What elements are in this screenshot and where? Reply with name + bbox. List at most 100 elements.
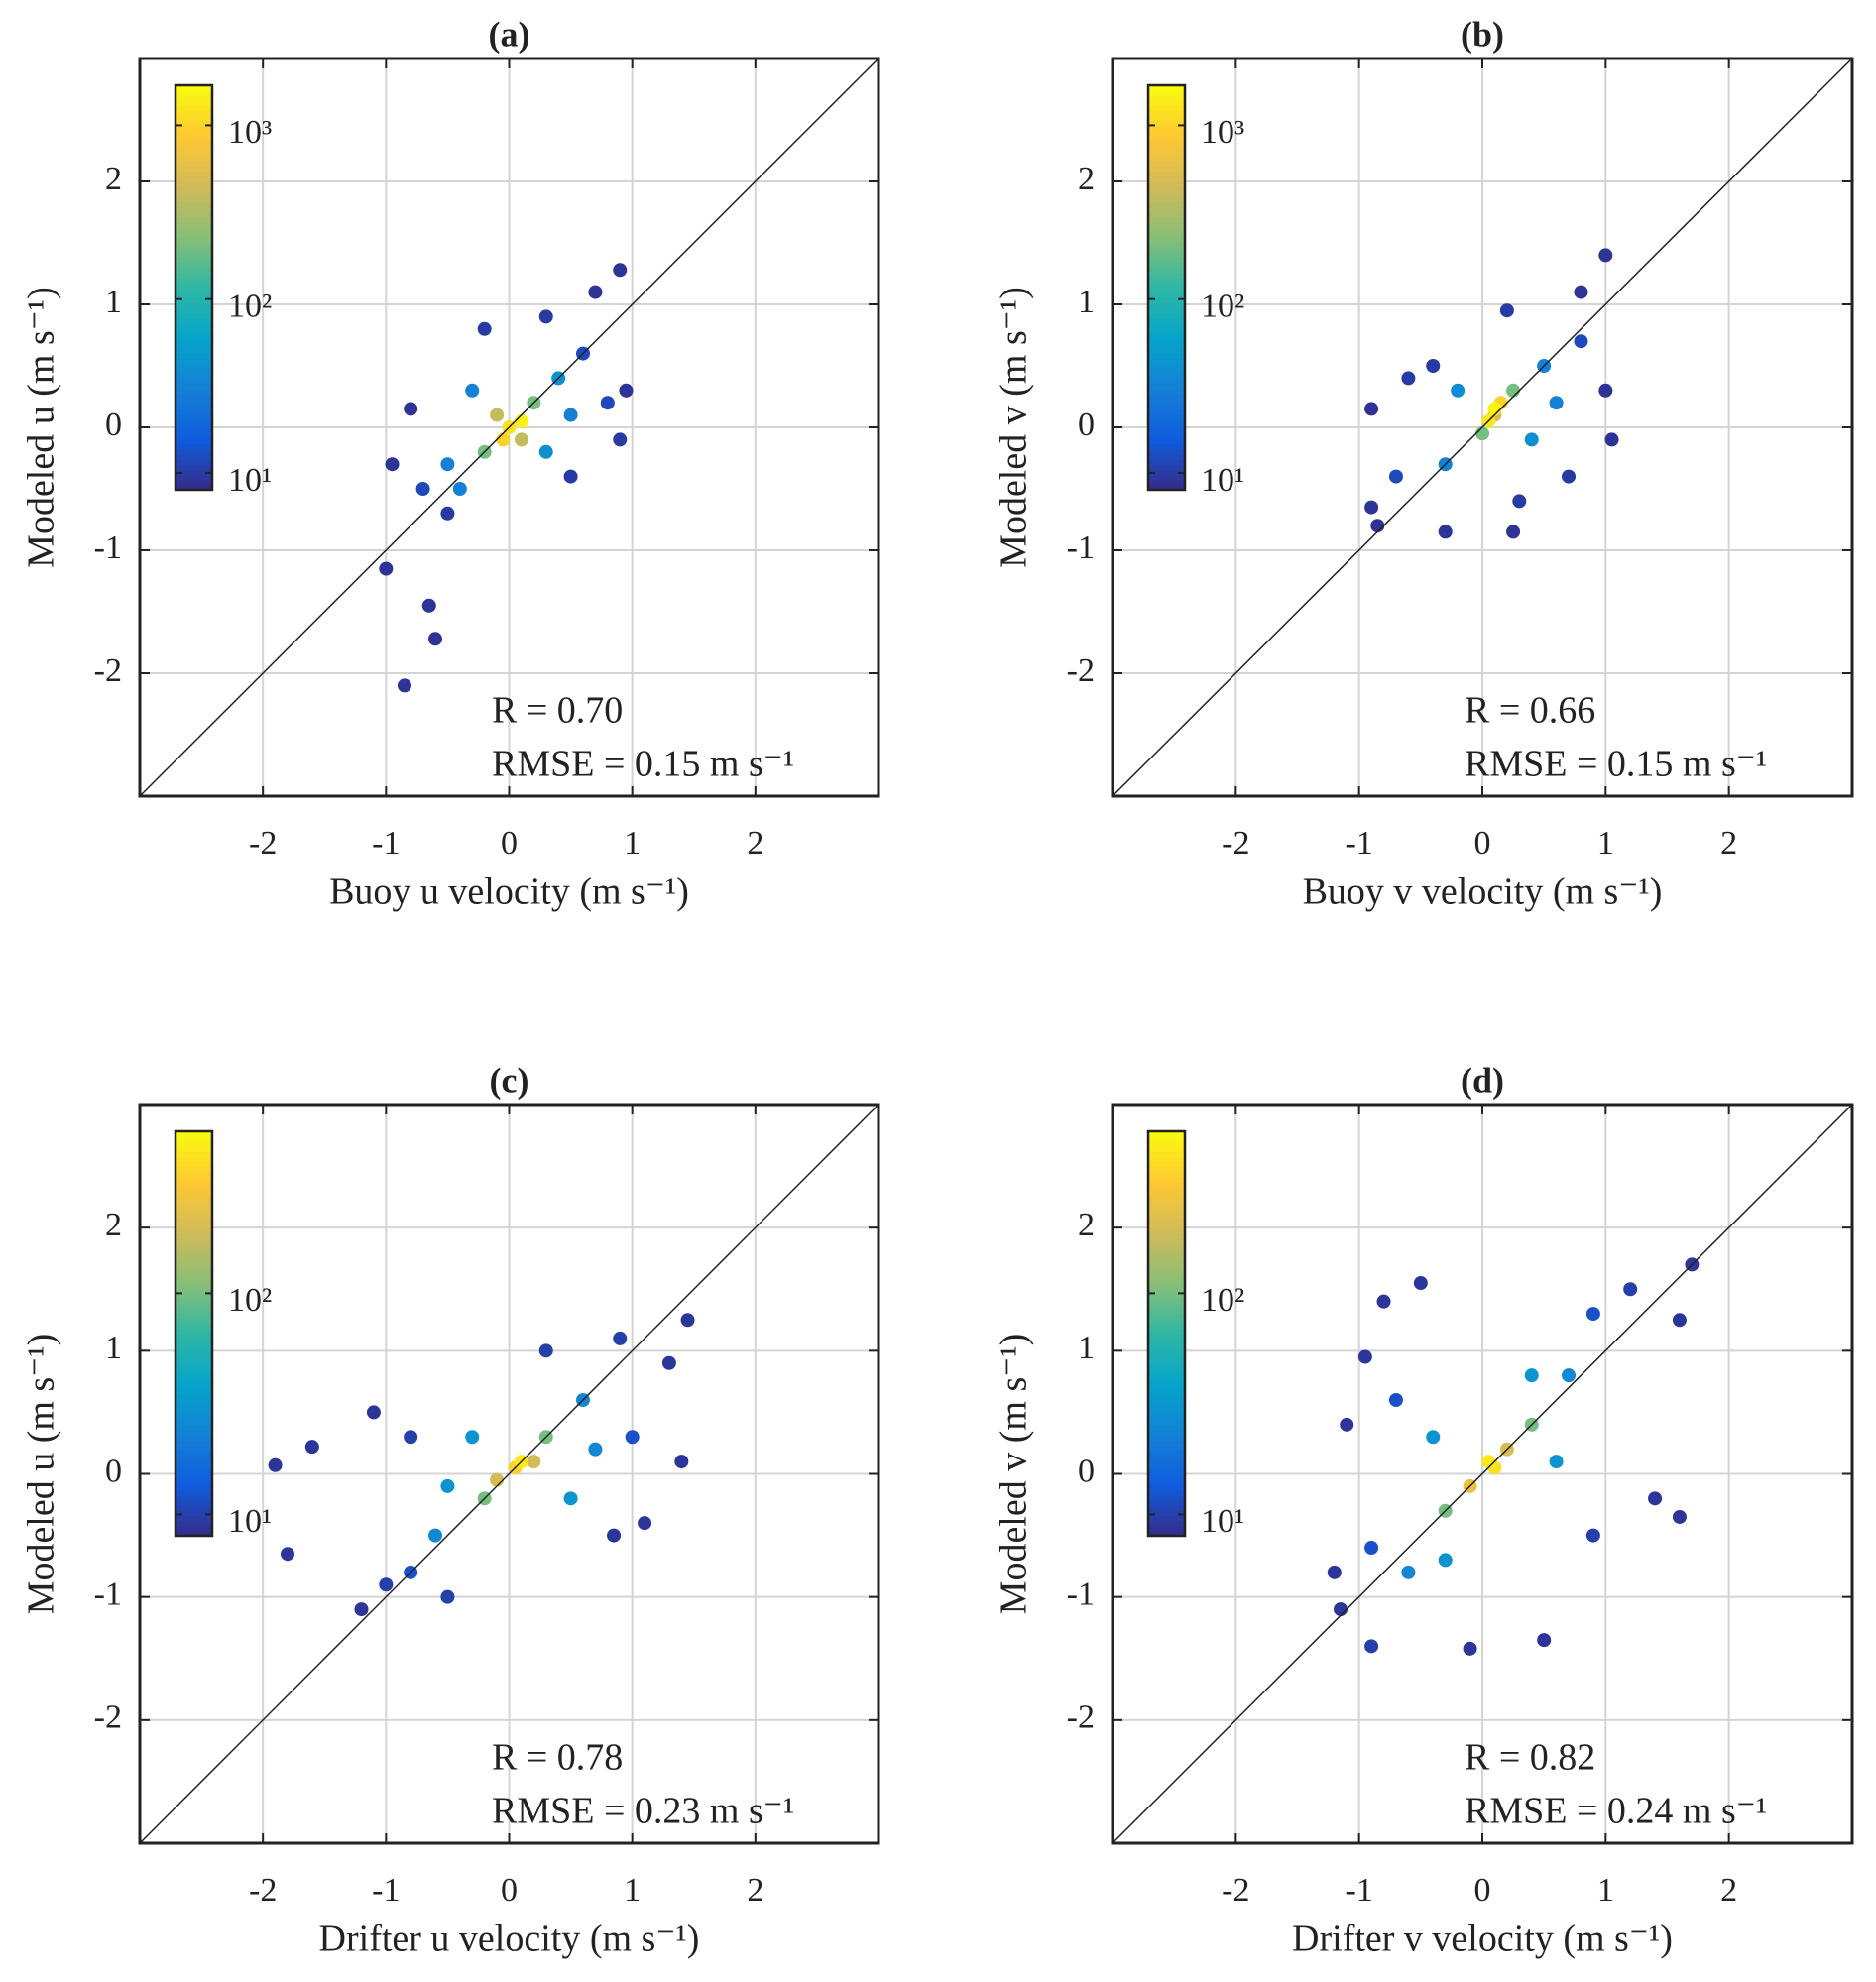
- colorbar-segment: [1148, 161, 1185, 168]
- colorbar-segment: [176, 312, 212, 319]
- colorbar-segment: [176, 1510, 212, 1517]
- point: [428, 632, 442, 646]
- colorbar-segment: [1148, 423, 1185, 430]
- point: [465, 1430, 480, 1445]
- colorbar-segment: [176, 1469, 212, 1476]
- colorbar-tick-label: 10³: [1201, 114, 1244, 151]
- colorbar-segment: [1148, 1353, 1185, 1360]
- y-tick-label: -1: [94, 529, 122, 566]
- point: [1451, 383, 1466, 398]
- y-tick-label: 1: [105, 284, 122, 320]
- colorbar-segment: [1148, 1207, 1185, 1214]
- colorbar-segment: [1148, 464, 1185, 471]
- colorbar-segment: [1148, 418, 1185, 425]
- colorbar-segment: [1148, 1368, 1185, 1375]
- colorbar-segment: [176, 1257, 212, 1264]
- colorbar-segment: [1148, 1182, 1185, 1188]
- colorbar-tick-label: 10¹: [1201, 462, 1244, 499]
- stat-annotation: R = 0.78: [492, 1737, 623, 1779]
- point: [1623, 1282, 1638, 1297]
- point: [625, 1430, 640, 1445]
- x-tick-label: -2: [249, 1872, 277, 1909]
- point: [397, 678, 411, 693]
- point: [1340, 1417, 1354, 1432]
- point: [1388, 1393, 1403, 1407]
- point: [613, 432, 628, 447]
- colorbar-segment: [1148, 1394, 1185, 1400]
- point: [1574, 285, 1588, 299]
- colorbar-segment: [176, 1353, 212, 1360]
- point: [1524, 1368, 1539, 1383]
- one-to-one-line: [139, 1104, 879, 1844]
- point: [1506, 525, 1521, 539]
- colorbar-segment: [176, 211, 212, 218]
- point: [440, 1478, 455, 1493]
- colorbar-segment: [1148, 408, 1185, 415]
- axes-box: [138, 57, 880, 798]
- point: [674, 1455, 689, 1469]
- colorbar-segment: [176, 1490, 212, 1496]
- colorbar-segment: [1148, 1525, 1185, 1532]
- colorbar-segment: [1148, 1308, 1185, 1315]
- point: [538, 1343, 553, 1358]
- colorbar-frame: [1146, 83, 1187, 492]
- colorbar-segment: [1148, 404, 1185, 409]
- colorbar-segment: [176, 1217, 212, 1224]
- colorbar-segment: [1148, 1495, 1185, 1501]
- colorbar-tick-label: 10¹: [228, 462, 272, 499]
- colorbar-segment: [1148, 389, 1185, 395]
- colorbar-segment: [1148, 292, 1185, 298]
- point: [1537, 1633, 1552, 1648]
- colorbar-segment: [1148, 1298, 1185, 1304]
- colorbar-segment: [1148, 1419, 1185, 1426]
- colorbar-segment: [176, 368, 212, 375]
- colorbar-segment: [176, 1323, 212, 1330]
- colorbar-segment: [176, 175, 212, 182]
- colorbar-frame: [174, 83, 214, 492]
- colorbar-segment: [1148, 1262, 1185, 1269]
- colorbar-segment: [1148, 237, 1185, 243]
- colorbar-segment: [176, 1394, 212, 1400]
- colorbar-segment: [176, 433, 212, 440]
- colorbar-segment: [176, 338, 212, 344]
- colorbar-segment: [176, 237, 212, 243]
- colorbar-segment: [1148, 327, 1185, 334]
- colorbar-segment: [1148, 1455, 1185, 1461]
- colorbar-tick-label: 10²: [1201, 289, 1244, 325]
- colorbar-segment: [176, 297, 212, 303]
- colorbar-segment: [176, 307, 212, 314]
- colorbar-segment: [176, 428, 212, 435]
- point: [1499, 303, 1514, 318]
- colorbar-segment: [176, 1445, 212, 1451]
- colorbar-segment: [176, 1151, 212, 1158]
- point: [1574, 334, 1588, 349]
- colorbar-segment: [1148, 1343, 1185, 1349]
- colorbar-segment: [176, 358, 212, 365]
- colorbar-segment: [1148, 1303, 1185, 1310]
- colorbar-segment: [176, 1247, 212, 1253]
- colorbar-segment: [176, 423, 212, 430]
- colorbar-segment: [176, 439, 212, 445]
- colorbar-segment: [1148, 191, 1185, 197]
- point: [1512, 494, 1527, 509]
- colorbar-segment: [1148, 175, 1185, 182]
- colorbar-segment: [1148, 141, 1185, 147]
- stat-annotation: RMSE = 0.15 m s⁻¹: [1465, 744, 1767, 785]
- colorbar-segment: [176, 156, 212, 163]
- colorbar-segment: [1148, 353, 1185, 359]
- colorbar-segment: [1148, 383, 1185, 390]
- colorbar-segment: [1148, 1328, 1185, 1335]
- colorbar-segment: [176, 1358, 212, 1365]
- colorbar-segment: [176, 262, 212, 269]
- colorbar-segment: [176, 1166, 212, 1173]
- colorbar-segment: [1148, 100, 1185, 106]
- x-axis-label: Drifter u velocity (m s⁻¹): [319, 1919, 700, 1960]
- colorbar-segment: [176, 1348, 212, 1354]
- stat-annotation: RMSE = 0.23 m s⁻¹: [492, 1791, 794, 1832]
- x-tick-label: 2: [747, 1872, 763, 1909]
- colorbar-segment: [176, 1318, 212, 1325]
- colorbar-segment: [176, 196, 212, 202]
- colorbar-segment: [1148, 469, 1185, 476]
- y-tick-label: 0: [1078, 407, 1095, 443]
- colorbar-segment: [176, 1334, 212, 1340]
